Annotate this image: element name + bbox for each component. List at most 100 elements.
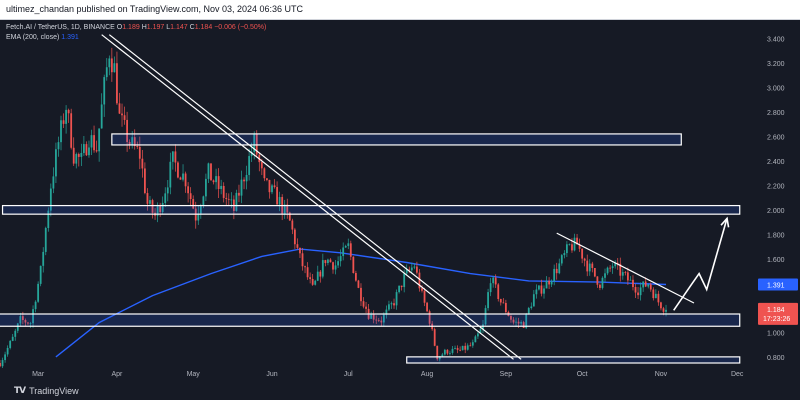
candle-body (611, 266, 614, 269)
zone-rectangle (0, 313, 741, 327)
candle-body (446, 349, 449, 354)
candle-body (568, 244, 571, 246)
x-tick-label: May (187, 371, 201, 378)
candle-body (428, 311, 431, 324)
candle-body (510, 316, 512, 320)
candle-body (578, 244, 581, 249)
candle-body (601, 277, 604, 288)
candle-body (44, 228, 47, 252)
x-tick-label: Apr (111, 371, 123, 378)
ema-price-label: 1.391 (767, 282, 785, 289)
x-tick-label: Mar (32, 371, 45, 378)
price-tags: 1.391 1.184 17:23:26 (758, 278, 798, 325)
candle-body (42, 251, 45, 266)
candle-body (47, 210, 50, 229)
candle-body (0, 363, 1, 367)
tradingview-brand[interactable]: TV TradingView (14, 386, 79, 396)
candle-body (82, 144, 85, 153)
candle-body (459, 349, 462, 351)
candle-body (418, 272, 421, 289)
current-price-label: 1.184 (767, 307, 785, 314)
candle-body (456, 348, 459, 350)
projection-arrow-head-icon (720, 216, 730, 228)
candle-body (461, 345, 464, 351)
candle-body (555, 268, 558, 274)
candle-body (67, 109, 70, 114)
candle-body (530, 306, 533, 309)
candle-body (113, 63, 116, 73)
candle-body (39, 265, 42, 284)
candle-body (654, 293, 657, 299)
candle-body (225, 197, 228, 199)
candle-body (548, 280, 550, 285)
candle-body (88, 147, 90, 156)
candle-body (449, 352, 451, 354)
candle-body (316, 271, 319, 281)
candle-body (352, 256, 355, 274)
legend-symbol: Fetch.AI / TetherUS, 1D, BINANCE (6, 24, 115, 31)
candle-body (293, 229, 296, 245)
candle-body (596, 276, 599, 285)
candle-body (220, 185, 223, 190)
candle-body (62, 120, 65, 124)
candle-body (477, 333, 479, 337)
candle-body (276, 187, 278, 205)
candle-body (189, 193, 192, 200)
candle-body (560, 255, 563, 264)
candle-body (288, 212, 291, 221)
legend-open-label: O (116, 24, 123, 31)
x-tick-label: Dec (731, 371, 744, 378)
candle-body (291, 220, 294, 230)
support-resistance-zones (0, 133, 741, 364)
candle-body (151, 200, 154, 213)
trendlines-group (101, 34, 730, 360)
candle-body (205, 178, 207, 197)
candle-body (593, 267, 596, 277)
candle-body (301, 253, 304, 267)
candle-body (660, 302, 662, 309)
candle-body (72, 147, 75, 164)
candle-body (16, 323, 19, 331)
price-chart[interactable]: 3.400 3.200 3.000 2.800 2.600 2.400 2.200 2.000… (0, 20, 800, 383)
candle-body (304, 266, 306, 268)
candle-body (169, 161, 172, 188)
candle-body (581, 248, 584, 259)
candle-body (388, 304, 390, 310)
candle-body (240, 179, 243, 196)
candle-body (98, 128, 101, 152)
zone-rectangle (1, 204, 741, 215)
candle-body (174, 151, 177, 163)
candle-body (400, 285, 403, 288)
legend-close-label: C (189, 24, 195, 31)
candle-body (591, 263, 594, 268)
trendline (108, 34, 522, 360)
candle-body (532, 294, 535, 307)
candle-body (421, 288, 423, 291)
candle-body (454, 348, 456, 349)
candle-body (192, 199, 195, 209)
projection-path (673, 218, 728, 311)
legend-high: 1.197 (146, 24, 165, 31)
candle-body (339, 256, 342, 262)
tradingview-logo-icon: TV (14, 386, 26, 396)
candle-body (354, 273, 357, 281)
candle-body (266, 178, 268, 180)
candle-body (360, 287, 362, 302)
candle-body (334, 265, 337, 270)
candle-body (642, 281, 645, 288)
candle-body (128, 141, 131, 145)
candle-body (441, 354, 444, 357)
candle-body (21, 316, 24, 321)
candle-body (159, 205, 162, 213)
ema-200-line (55, 248, 667, 358)
candle-body (522, 322, 525, 328)
candle-body (626, 272, 629, 281)
candle-body (644, 281, 647, 287)
candle-body (314, 280, 317, 285)
candle-body (212, 180, 215, 183)
candle-body (103, 77, 106, 105)
candle-body (624, 272, 627, 273)
candle-body (177, 162, 179, 178)
y-tick-label: 1.000 (767, 330, 785, 337)
candle-body (357, 280, 360, 288)
